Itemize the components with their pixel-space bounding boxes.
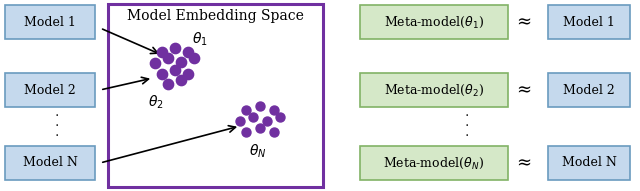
Point bbox=[275, 116, 285, 119]
Point bbox=[183, 72, 193, 75]
Bar bbox=[360, 5, 508, 39]
Point bbox=[255, 104, 265, 108]
Point bbox=[241, 130, 251, 134]
Point bbox=[241, 108, 251, 112]
Point bbox=[235, 120, 245, 123]
Bar bbox=[548, 73, 630, 107]
Bar bbox=[360, 146, 508, 180]
Text: Meta-model($\theta_N$): Meta-model($\theta_N$) bbox=[383, 155, 484, 171]
Point bbox=[176, 79, 186, 82]
Point bbox=[157, 72, 167, 75]
Bar bbox=[5, 146, 95, 180]
Text: Model 2: Model 2 bbox=[563, 83, 615, 96]
Text: Model 2: Model 2 bbox=[24, 83, 76, 96]
Text: ≈: ≈ bbox=[516, 154, 532, 172]
Point bbox=[255, 126, 265, 129]
Point bbox=[269, 130, 279, 134]
Text: Model N: Model N bbox=[22, 156, 77, 169]
Bar bbox=[5, 73, 95, 107]
Point bbox=[170, 46, 180, 49]
Point bbox=[163, 83, 173, 86]
Bar bbox=[548, 146, 630, 180]
Text: $\theta_1$: $\theta_1$ bbox=[192, 31, 208, 48]
Point bbox=[150, 62, 160, 65]
Text: $\theta_2$: $\theta_2$ bbox=[148, 93, 164, 111]
Bar bbox=[360, 73, 508, 107]
Bar bbox=[5, 5, 95, 39]
Text: Meta-model($\theta_2$): Meta-model($\theta_2$) bbox=[384, 82, 484, 98]
Point bbox=[163, 57, 173, 60]
Point bbox=[157, 50, 167, 53]
Text: $\theta_N$: $\theta_N$ bbox=[249, 143, 267, 160]
Text: Meta-model($\theta_1$): Meta-model($\theta_1$) bbox=[384, 14, 484, 30]
Text: ⋅: ⋅ bbox=[465, 129, 469, 142]
Text: ⋅: ⋅ bbox=[55, 109, 59, 122]
Text: ≈: ≈ bbox=[516, 13, 532, 31]
Text: Model Embedding Space: Model Embedding Space bbox=[127, 9, 304, 23]
Point bbox=[248, 116, 258, 119]
Text: ⋅: ⋅ bbox=[465, 109, 469, 122]
Text: Model 1: Model 1 bbox=[563, 15, 615, 28]
Point bbox=[189, 57, 199, 60]
Bar bbox=[108, 4, 323, 187]
Text: ⋅: ⋅ bbox=[55, 120, 59, 133]
Text: Model 1: Model 1 bbox=[24, 15, 76, 28]
Point bbox=[183, 50, 193, 53]
Text: ⋅: ⋅ bbox=[465, 120, 469, 133]
Point bbox=[170, 68, 180, 71]
Point bbox=[262, 120, 272, 123]
Text: ≈: ≈ bbox=[516, 81, 532, 99]
Point bbox=[176, 61, 186, 64]
Text: Model N: Model N bbox=[561, 156, 616, 169]
Bar bbox=[548, 5, 630, 39]
Point bbox=[269, 108, 279, 112]
Text: ⋅: ⋅ bbox=[55, 129, 59, 142]
